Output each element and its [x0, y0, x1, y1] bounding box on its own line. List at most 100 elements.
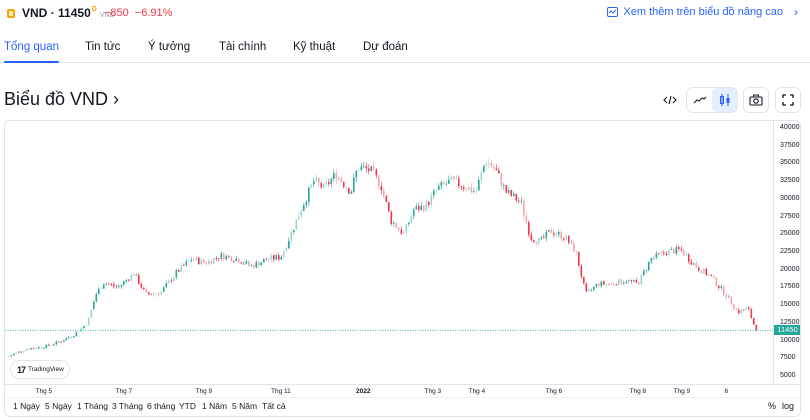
candle — [83, 325, 85, 329]
candle — [323, 183, 325, 189]
time-tick-label: Thg 6 — [545, 388, 563, 395]
tab-technicals[interactable]: Kỹ thuật — [293, 41, 336, 53]
candle — [300, 208, 303, 219]
candle — [418, 202, 420, 213]
candle — [348, 187, 350, 195]
candle — [43, 347, 45, 349]
candle — [480, 168, 483, 185]
range-all[interactable]: Tất cả — [262, 401, 286, 411]
log-scale-toggle[interactable]: log — [782, 401, 795, 411]
candle — [698, 265, 700, 272]
candle — [755, 324, 758, 332]
chart-title-link[interactable]: Biểu đồ VND › — [4, 89, 120, 109]
candle — [15, 352, 18, 355]
candle — [100, 286, 103, 290]
candle — [523, 198, 525, 220]
candle — [713, 275, 715, 280]
candle — [250, 263, 253, 267]
candle — [45, 344, 48, 349]
candle — [643, 268, 645, 277]
candle — [673, 248, 675, 255]
range-1d[interactable]: 1 Ngày — [13, 401, 40, 411]
range-ytd[interactable]: YTD — [179, 401, 196, 411]
candle — [458, 175, 460, 189]
candlestick-plot[interactable] — [5, 121, 773, 384]
candle — [575, 250, 578, 255]
candle — [70, 335, 73, 339]
candle — [578, 251, 580, 267]
candle — [720, 284, 723, 291]
embed-code-button[interactable] — [657, 87, 683, 113]
range-6m[interactable]: 6 tháng — [147, 401, 176, 411]
range-1m[interactable]: 1 Tháng — [77, 401, 109, 411]
candle — [408, 222, 410, 227]
chevron-right-icon: › — [794, 5, 798, 19]
candle — [285, 244, 288, 254]
candle — [303, 203, 305, 212]
candle — [195, 256, 198, 261]
candle — [468, 186, 470, 191]
candle — [625, 279, 628, 285]
candle — [723, 285, 725, 297]
candle — [255, 259, 258, 269]
candle — [38, 346, 40, 350]
candle — [655, 251, 658, 260]
candle — [385, 194, 388, 203]
line-chart-button[interactable] — [687, 87, 713, 113]
candle — [95, 292, 98, 303]
candle — [130, 274, 133, 283]
candle — [190, 257, 193, 263]
percent-scale-toggle[interactable]: % — [768, 401, 777, 411]
candle — [63, 339, 65, 342]
range-1y[interactable]: 1 Năm — [202, 401, 228, 411]
candle — [118, 283, 120, 289]
price-tick-label: 15000 — [780, 301, 800, 309]
fullscreen-button[interactable] — [775, 87, 801, 113]
tab-forecast[interactable]: Dự đoán — [363, 41, 408, 53]
candle — [433, 188, 435, 199]
candle — [685, 251, 688, 256]
candle — [215, 255, 218, 262]
candle — [133, 273, 135, 276]
candle — [608, 283, 610, 285]
tab-ideas[interactable]: Ý tưởng — [148, 41, 191, 53]
range-3m[interactable]: 3 Tháng — [112, 401, 144, 411]
candle — [105, 282, 108, 286]
screenshot-button[interactable] — [743, 87, 769, 113]
candle — [413, 207, 415, 220]
candle — [23, 350, 25, 354]
candle — [78, 331, 80, 333]
candle — [205, 260, 208, 266]
range-5y[interactable]: 5 Năm — [232, 401, 258, 411]
candle — [445, 181, 448, 186]
change-value: −850 — [104, 7, 129, 19]
tradingview-badge[interactable]: 17 TradingView — [10, 360, 70, 379]
candle — [538, 237, 540, 246]
range-5d[interactable]: 5 Ngày — [45, 401, 72, 411]
candle — [603, 280, 605, 286]
candle — [248, 260, 250, 268]
candle — [613, 282, 615, 287]
candle — [645, 269, 648, 274]
symbol-name: VND — [22, 6, 48, 20]
candle — [228, 255, 230, 259]
tab-overview[interactable]: Tổng quan — [4, 41, 59, 63]
time-tick-label: Thg 5 — [35, 388, 53, 395]
candle — [668, 249, 670, 258]
candle — [180, 263, 183, 273]
price-tick-label: 37500 — [780, 141, 800, 149]
candle — [220, 250, 223, 261]
candle — [293, 229, 295, 235]
candle — [595, 283, 598, 289]
tab-financials[interactable]: Tài chính — [219, 41, 267, 53]
candle — [740, 309, 743, 314]
tab-news[interactable]: Tin tức — [85, 41, 121, 53]
advanced-chart-link[interactable]: Xem thêm trên biểu đồ nâng cao › — [607, 5, 798, 19]
candle — [490, 160, 493, 168]
candle — [208, 258, 210, 266]
price-chart: 40000 37500 35000 32500 30000 27500 25000 22500… — [4, 120, 801, 417]
candlestick-chart-button[interactable] — [712, 88, 737, 112]
candle — [510, 189, 513, 198]
candle — [335, 169, 338, 185]
candle — [450, 175, 453, 181]
